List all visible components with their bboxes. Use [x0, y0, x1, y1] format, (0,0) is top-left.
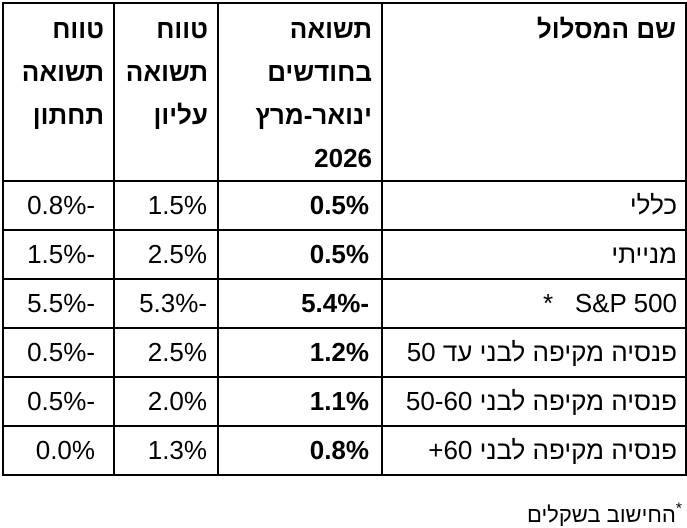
cell-return: -5.4%: [217, 278, 383, 329]
cell-lower-range: -1.5%: [2, 229, 115, 280]
footnote-asterisk: *: [675, 500, 682, 518]
cell-track-name: מנייתי: [381, 229, 687, 280]
cell-return: 1.2%: [217, 327, 383, 378]
cell-upper-range: 2.0%: [113, 376, 219, 427]
cell-upper-range: 2.5%: [113, 327, 219, 378]
table-row: פנסיה מקיפה לבני 50-60 1.1% 2.0% -0.5%: [2, 376, 687, 427]
footnote: *החישוב בשקלים: [2, 500, 685, 528]
cell-track-name: פנסיה מקיפה לבני 60+: [381, 425, 687, 476]
returns-table: שם המסלול תשואה בחודשים ינואר-מרץ 2026 ט…: [2, 2, 687, 476]
cell-lower-range: -0.5%: [2, 327, 115, 378]
cell-return: 0.5%: [217, 229, 383, 280]
cell-track-name: כללי: [381, 180, 687, 231]
col-header-upper-range: טווח תשואה עליון: [113, 2, 219, 182]
cell-return: 1.1%: [217, 376, 383, 427]
cell-lower-range: -0.5%: [2, 376, 115, 427]
col-header-track-name-line: שם המסלול: [536, 14, 676, 44]
header-row: שם המסלול תשואה בחודשים ינואר-מרץ 2026 ט…: [2, 2, 687, 182]
table-row: פנסיה מקיפה לבני עד 50 1.2% 2.5% -0.5%: [2, 327, 687, 378]
cell-return: 0.5%: [217, 180, 383, 231]
cell-lower-range: -5.5%: [2, 278, 115, 329]
col-header-lower-range: טווח תשואה תחתון: [2, 2, 115, 182]
cell-upper-range: 2.5%: [113, 229, 219, 280]
table-row: S&P 500 * -5.4% -5.3% -5.5%: [2, 278, 687, 329]
table-row: כללי 0.5% 1.5% -0.8%: [2, 180, 687, 231]
cell-return: 0.8%: [217, 425, 383, 476]
cell-track-name: פנסיה מקיפה לבני עד 50: [381, 327, 687, 378]
cell-lower-range: -0.8%: [2, 180, 115, 231]
cell-upper-range: 1.5%: [113, 180, 219, 231]
table-row: פנסיה מקיפה לבני 60+ 0.8% 1.3% 0.0%: [2, 425, 687, 476]
cell-track-name: פנסיה מקיפה לבני 50-60: [381, 376, 687, 427]
table-row: מנייתי 0.5% 2.5% -1.5%: [2, 229, 687, 280]
cell-track-name: S&P 500 *: [381, 278, 687, 329]
footnote-text: החישוב בשקלים: [526, 502, 676, 527]
col-header-track-name: שם המסלול: [381, 2, 687, 182]
cell-upper-range: -5.3%: [113, 278, 219, 329]
cell-upper-range: 1.3%: [113, 425, 219, 476]
cell-lower-range: 0.0%: [2, 425, 115, 476]
col-header-period-return: תשואה בחודשים ינואר-מרץ 2026: [217, 2, 383, 182]
